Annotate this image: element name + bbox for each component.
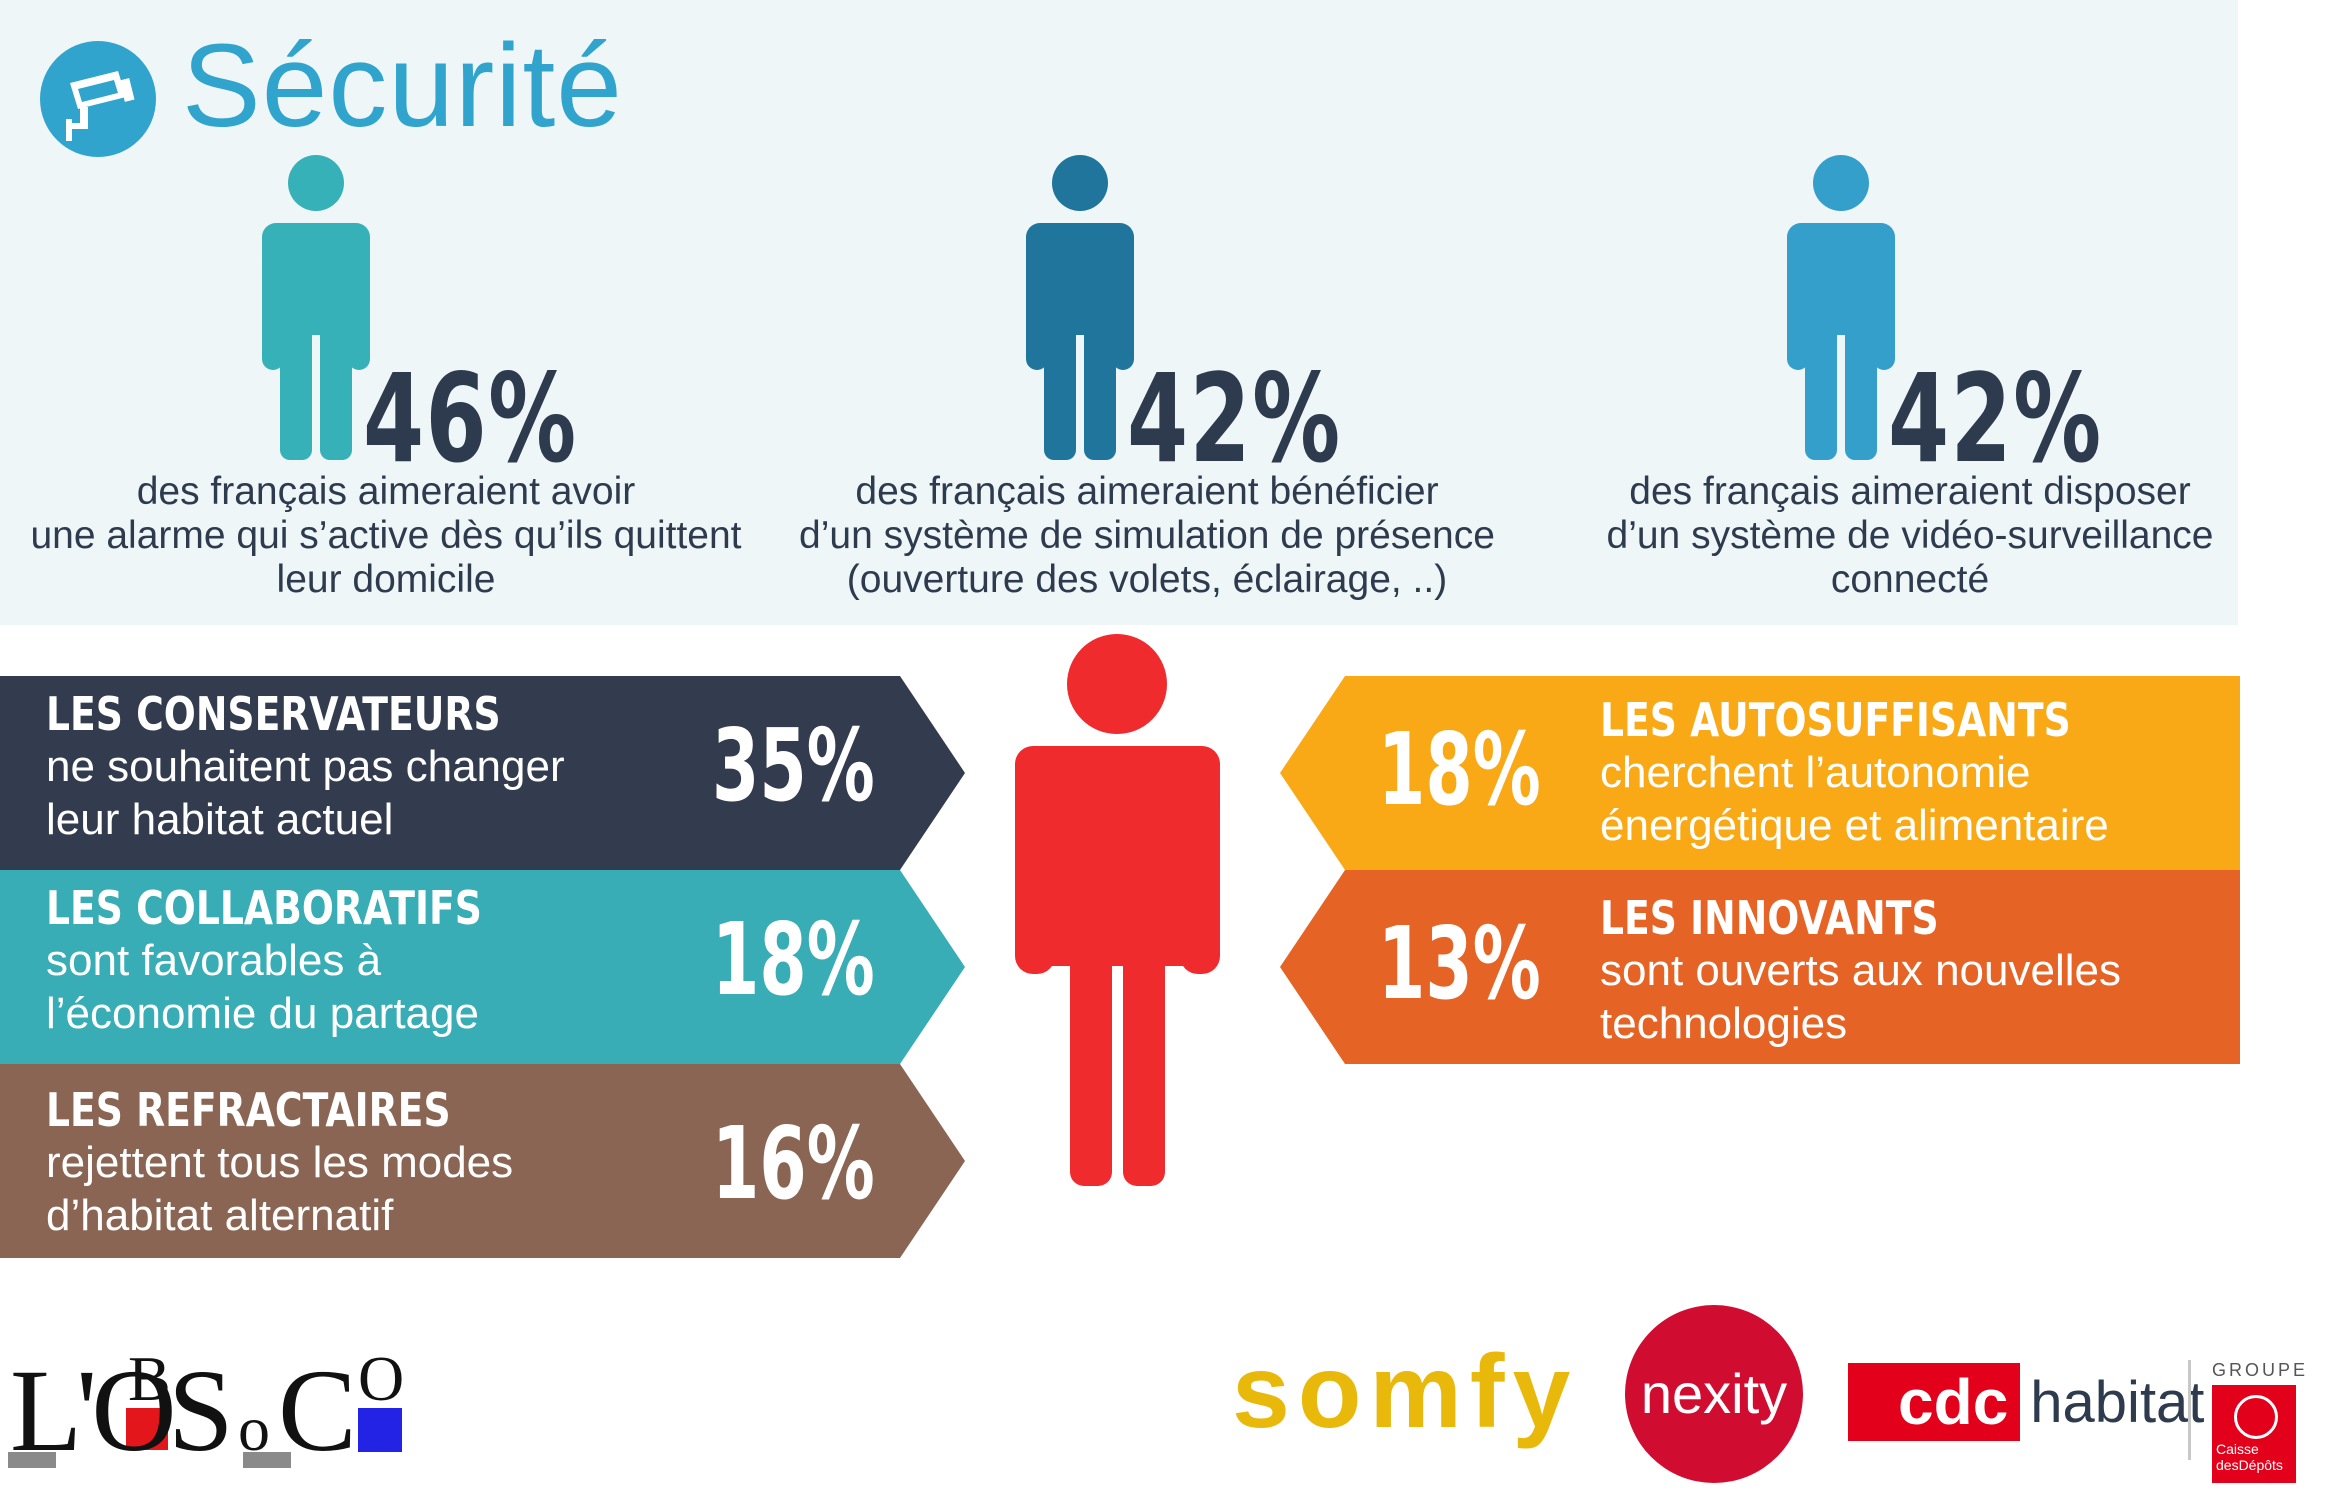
- segment-innovants: 13% LES INNOVANTS sont ouverts aux nouve…: [1280, 870, 2240, 1064]
- nexity-logo: nexity: [1625, 1305, 1803, 1483]
- stat-description: des français aimeraient avoir une alarme…: [6, 470, 766, 602]
- svg-text:L'O: L'O: [10, 1345, 172, 1470]
- segment-name: LES CONSERVATEURS: [46, 687, 501, 741]
- logo-divider: [2188, 1360, 2191, 1460]
- segment-line: technologies: [1600, 999, 1848, 1048]
- svg-text:o: o: [238, 1393, 270, 1464]
- stat-percent: 42%: [1127, 348, 1342, 490]
- person-icon: [1787, 155, 1895, 460]
- caisse-label: Caisse: [2216, 1441, 2259, 1457]
- segment-line: rejettent tous les modes: [46, 1138, 514, 1187]
- obsoco-logo: L'O B S o C O: [8, 1343, 404, 1470]
- segment-line: ne souhaitent pas changer: [46, 742, 565, 791]
- segment-percent: 18%: [712, 901, 875, 1018]
- segment-name: LES COLLABORATIFS: [46, 881, 482, 935]
- segment-collaboratifs: LES COLLABORATIFS sont favorables à l’éc…: [0, 870, 965, 1064]
- segment-autosuffisants: 18% LES AUTOSUFFISANTS cherchent l’auton…: [1280, 676, 2240, 870]
- stat-percent: 42%: [1888, 348, 2103, 490]
- caisse-des-depots-logo: GROUPE Caisse desDépôts: [2212, 1360, 2312, 1483]
- seal-icon: [2234, 1395, 2278, 1439]
- stat-line: des français aimeraient disposer: [1629, 470, 2191, 513]
- person-icon: [1015, 634, 1220, 1186]
- svg-text:C: C: [278, 1345, 357, 1470]
- segment-name: LES AUTOSUFFISANTS: [1600, 693, 2071, 747]
- page-title: Sécurité: [182, 20, 623, 152]
- stat-line: des français aimeraient avoir: [136, 470, 636, 513]
- stat-line: leur domicile: [276, 558, 496, 601]
- segment-line: énergétique et alimentaire: [1600, 801, 2109, 850]
- segment-line: leur habitat actuel: [46, 795, 394, 844]
- person-icon: [262, 155, 370, 460]
- segment-line: sont favorables à: [46, 936, 382, 985]
- stat-video-surveillance: 42% des français aimeraient disposer d’u…: [1530, 150, 2290, 610]
- somfy-logo: somfy: [1232, 1334, 1579, 1450]
- person-icon: [1026, 155, 1134, 460]
- stat-percent: 46%: [363, 348, 578, 490]
- stat-line: connecté: [1830, 558, 1990, 601]
- groupe-label: GROUPE: [2212, 1360, 2309, 1380]
- stat-line: (ouverture des volets, éclairage, ..): [846, 558, 1448, 601]
- segment-percent: 13%: [1378, 905, 1541, 1022]
- security-panel: Sécurité 46% des français aimeraient avo…: [0, 0, 2238, 625]
- segment-name: LES INNOVANTS: [1600, 891, 1939, 945]
- segment-line: sont ouverts aux nouvelles: [1600, 946, 2121, 995]
- svg-text:O: O: [358, 1343, 404, 1414]
- segment-line: l’économie du partage: [46, 989, 479, 1038]
- segment-percent: 18%: [1378, 711, 1541, 828]
- stat-line: d’un système de simulation de présence: [799, 514, 1495, 557]
- segment-name: LES REFRACTAIRES: [46, 1083, 451, 1137]
- segment-line: cherchent l’autonomie: [1600, 748, 2031, 797]
- stat-line: des français aimeraient bénéficier: [855, 470, 1439, 513]
- segment-refractaires: LES REFRACTAIRES rejettent tous les mode…: [0, 1064, 965, 1258]
- svg-text:B: B: [128, 1343, 171, 1414]
- security-camera-icon: [40, 41, 156, 157]
- cdc-habitat-logo: cdc habitat: [1848, 1363, 2204, 1441]
- segment-percent: 16%: [712, 1105, 875, 1222]
- cdc-logo-text: cdc: [1848, 1363, 2021, 1441]
- habitat-logo-text: habitat: [2030, 1369, 2205, 1435]
- depots-label: desDépôts: [2216, 1457, 2283, 1473]
- svg-text:S: S: [168, 1345, 234, 1470]
- stat-alarm: 46% des français aimeraient avoir une al…: [0, 150, 760, 610]
- segment-percent: 35%: [712, 707, 875, 824]
- stat-line: une alarme qui s’active dès qu’ils quitt…: [30, 514, 742, 557]
- stat-presence-simulation: 42% des français aimeraient bénéficier d…: [767, 150, 1527, 610]
- segment-line: d’habitat alternatif: [46, 1191, 394, 1240]
- stat-line: d’un système de vidéo-surveillance: [1606, 514, 2214, 557]
- stat-description: des français aimeraient disposer d’un sy…: [1530, 470, 2290, 602]
- stat-description: des français aimeraient bénéficier d’un …: [767, 470, 1527, 602]
- segment-conservateurs: LES CONSERVATEURS ne souhaitent pas chan…: [0, 676, 965, 870]
